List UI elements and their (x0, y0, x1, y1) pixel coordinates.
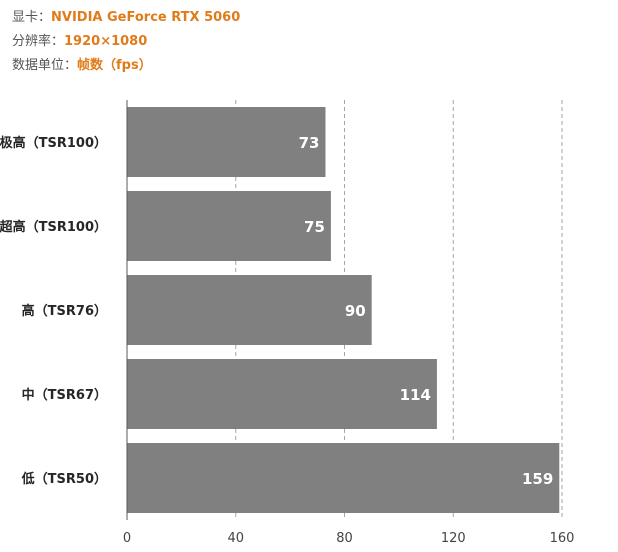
labels: 0 40 80 120 160 73 极高（TSR100） 75 超高（TSR100） 90 高（T… (0, 134, 574, 546)
x-tick-label: 0 (123, 531, 131, 546)
unit-value: 帧数（fps） (77, 58, 152, 73)
x-tick-label: 40 (227, 531, 244, 546)
category-label: 极高（TSR100） (0, 135, 107, 151)
bar-value-label: 90 (345, 302, 366, 320)
resolution-value: 1920×1080 (64, 34, 148, 49)
bars (127, 107, 560, 513)
category-label: 超高（TSR100） (0, 219, 107, 235)
category-label: 中（TSR67） (22, 387, 107, 403)
gpu-info: 显卡：NVIDIA GeForce RTX 5060 (12, 10, 240, 26)
x-tick-label: 120 (441, 531, 466, 546)
bar-value-label: 114 (400, 386, 431, 404)
unit-info: 数据单位：帧数（fps） (12, 58, 152, 74)
resolution-info: 分辨率：1920×1080 (12, 34, 147, 50)
x-tick-label: 160 (550, 531, 575, 546)
resolution-label: 分辨率： (12, 34, 65, 49)
bar-value-label: 73 (299, 134, 320, 152)
bar (127, 359, 437, 429)
bar (127, 275, 372, 345)
x-tick-label: 80 (336, 531, 353, 546)
gpu-value: NVIDIA GeForce RTX 5060 (51, 10, 241, 25)
category-label: 低（TSR50） (21, 471, 107, 487)
unit-label: 数据单位： (12, 58, 78, 73)
bar (127, 191, 331, 261)
gpu-label: 显卡： (12, 10, 52, 25)
bar (127, 107, 326, 177)
bar-value-label: 75 (304, 218, 325, 236)
category-label: 高（TSR76） (22, 303, 107, 319)
bar (127, 443, 560, 513)
bar-value-label: 159 (522, 470, 553, 488)
